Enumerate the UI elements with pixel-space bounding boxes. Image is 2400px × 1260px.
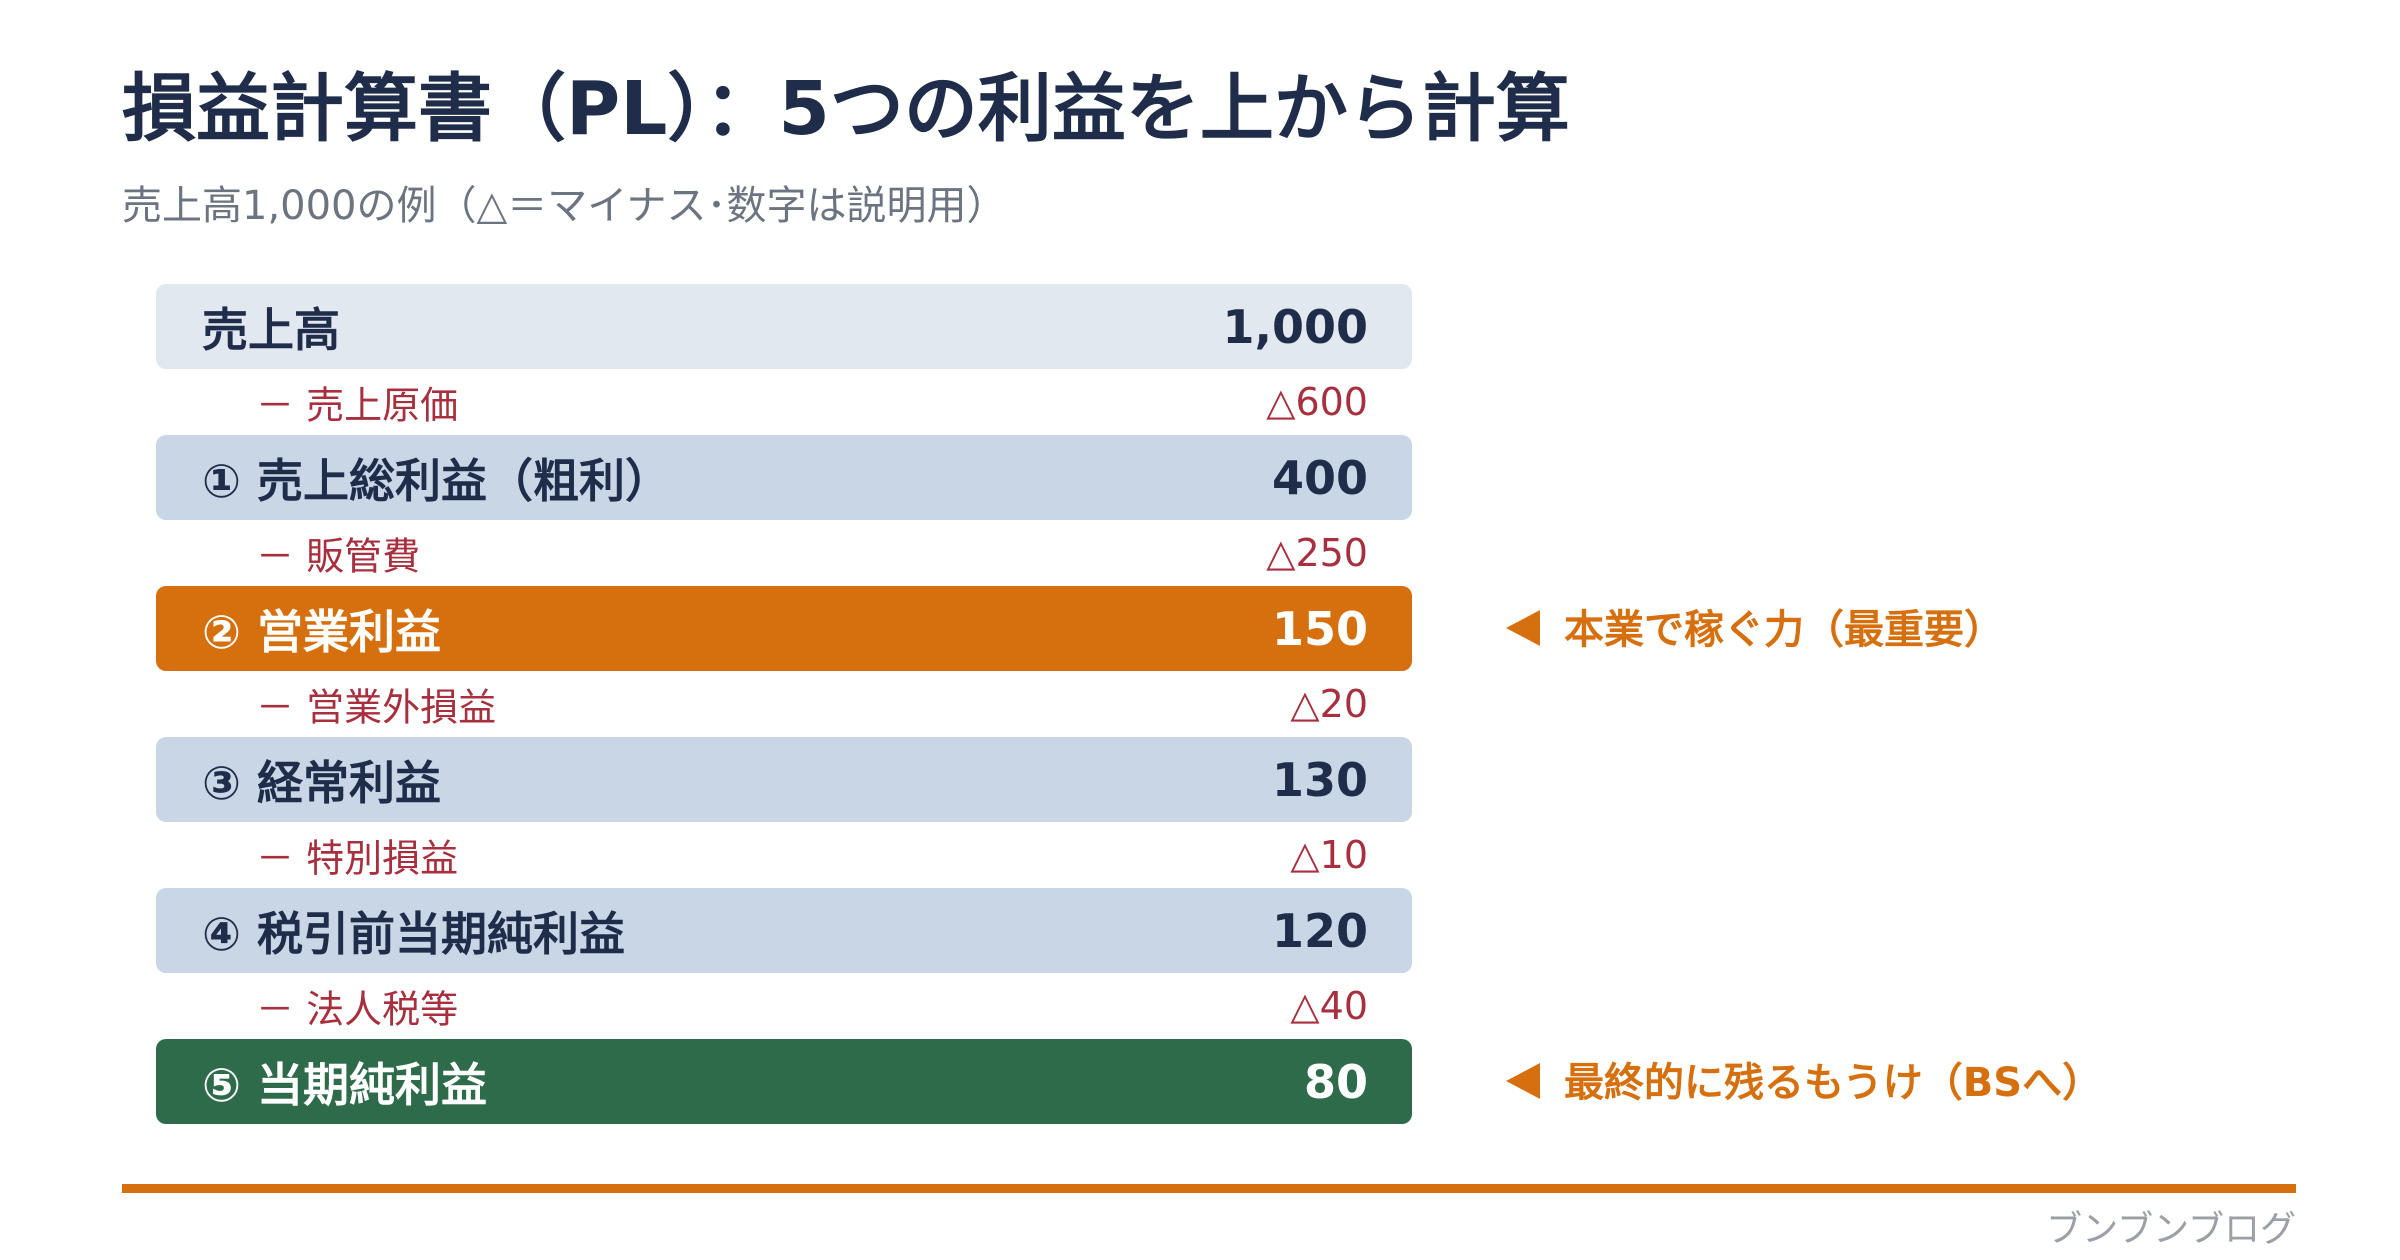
row-pretax-profit: ④ 税引前当期純利益 120 [156, 888, 1412, 973]
row-value: △40 [1290, 984, 1368, 1028]
row-value: △600 [1266, 380, 1368, 424]
row-label: － 販管費 [256, 534, 421, 579]
row-label: － 営業外損益 [256, 685, 497, 730]
row-operating-profit: ② 営業利益 150 [156, 586, 1412, 671]
row-label: － 法人税等 [256, 987, 459, 1032]
row-income-tax: － 法人税等 △40 [156, 973, 1412, 1039]
row-value: △250 [1266, 531, 1368, 575]
row-value: 80 [1303, 1054, 1368, 1109]
row-gross-profit: ① 売上総利益（粗利） 400 [156, 435, 1412, 520]
note-net-profit: 最終的に残るもうけ（BSへ） [1506, 1063, 2102, 1103]
note-text: 本業で稼ぐ力（最重要） [1564, 607, 2004, 653]
row-label: ④ 税引前当期純利益 [202, 906, 625, 961]
row-label: 売上高 [202, 302, 340, 357]
row-net-profit: ⑤ 当期純利益 80 [156, 1039, 1412, 1124]
note-text: 最終的に残るもうけ（BSへ） [1564, 1060, 2103, 1106]
row-ordinary-profit: ③ 経常利益 130 [156, 737, 1412, 822]
page-subtitle: 売上高1,000の例（△＝マイナス･数字は説明用） [122, 183, 1007, 229]
row-cost-of-sales: － 売上原価 △600 [156, 369, 1412, 435]
row-value: △20 [1290, 682, 1368, 726]
row-non-operating: － 営業外損益 △20 [156, 671, 1412, 737]
row-label: ① 売上総利益（粗利） [202, 453, 671, 508]
row-label: ② 営業利益 [202, 604, 441, 659]
row-label: ⑤ 当期純利益 [202, 1057, 487, 1112]
row-value: 400 [1271, 450, 1368, 505]
row-value: 130 [1271, 752, 1368, 807]
note-operating-profit: 本業で稼ぐ力（最重要） [1506, 610, 2004, 650]
pl-table: 売上高 1,000 － 売上原価 △600 ① 売上総利益（粗利） 400 － … [156, 284, 1412, 1124]
row-label: － 特別損益 [256, 836, 459, 881]
row-sga: － 販管費 △250 [156, 520, 1412, 586]
left-arrow-icon [1506, 610, 1540, 646]
page-title: 損益計算書（PL）：5つの利益を上から計算 [122, 66, 1570, 152]
row-value: 120 [1271, 903, 1368, 958]
row-value: 150 [1271, 601, 1368, 656]
left-arrow-icon [1506, 1063, 1540, 1099]
row-sales: 売上高 1,000 [156, 284, 1412, 369]
row-extraordinary: － 特別損益 △10 [156, 822, 1412, 888]
row-label: － 売上原価 [256, 383, 459, 428]
row-value: 1,000 [1222, 299, 1368, 354]
footer-brand: ブンブンブログ [2046, 1209, 2296, 1250]
footer-divider [122, 1184, 2296, 1193]
row-label: ③ 経常利益 [202, 755, 441, 810]
row-value: △10 [1290, 833, 1368, 877]
